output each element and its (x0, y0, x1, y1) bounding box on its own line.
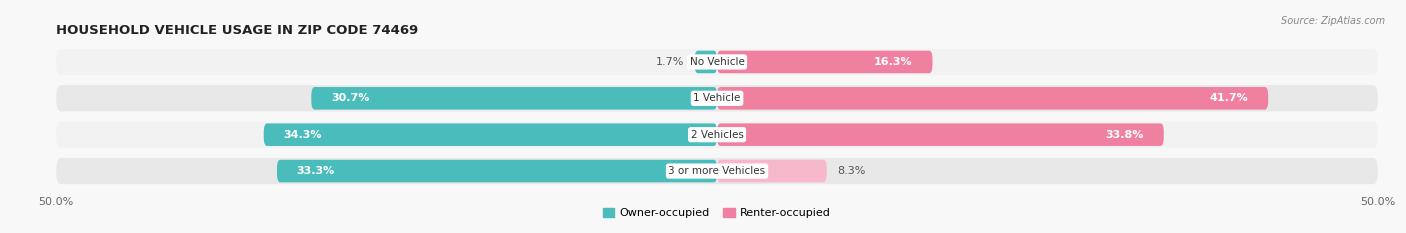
Text: 3 or more Vehicles: 3 or more Vehicles (668, 166, 766, 176)
Text: 33.8%: 33.8% (1105, 130, 1144, 140)
FancyBboxPatch shape (695, 51, 717, 73)
FancyBboxPatch shape (717, 87, 1268, 110)
Text: 2 Vehicles: 2 Vehicles (690, 130, 744, 140)
FancyBboxPatch shape (56, 122, 1378, 148)
Text: No Vehicle: No Vehicle (689, 57, 745, 67)
Text: Source: ZipAtlas.com: Source: ZipAtlas.com (1281, 16, 1385, 26)
Text: 41.7%: 41.7% (1209, 93, 1249, 103)
Text: 30.7%: 30.7% (332, 93, 370, 103)
Text: HOUSEHOLD VEHICLE USAGE IN ZIP CODE 74469: HOUSEHOLD VEHICLE USAGE IN ZIP CODE 7446… (56, 24, 419, 37)
FancyBboxPatch shape (277, 160, 717, 182)
FancyBboxPatch shape (717, 160, 827, 182)
FancyBboxPatch shape (717, 51, 932, 73)
Text: 16.3%: 16.3% (875, 57, 912, 67)
FancyBboxPatch shape (311, 87, 717, 110)
Text: 34.3%: 34.3% (284, 130, 322, 140)
Text: 8.3%: 8.3% (838, 166, 866, 176)
Text: 1.7%: 1.7% (655, 57, 685, 67)
FancyBboxPatch shape (56, 158, 1378, 184)
FancyBboxPatch shape (717, 123, 1164, 146)
Text: 33.3%: 33.3% (297, 166, 335, 176)
FancyBboxPatch shape (264, 123, 717, 146)
Text: 1 Vehicle: 1 Vehicle (693, 93, 741, 103)
FancyBboxPatch shape (56, 49, 1378, 75)
FancyBboxPatch shape (56, 85, 1378, 111)
Legend: Owner-occupied, Renter-occupied: Owner-occupied, Renter-occupied (603, 208, 831, 218)
